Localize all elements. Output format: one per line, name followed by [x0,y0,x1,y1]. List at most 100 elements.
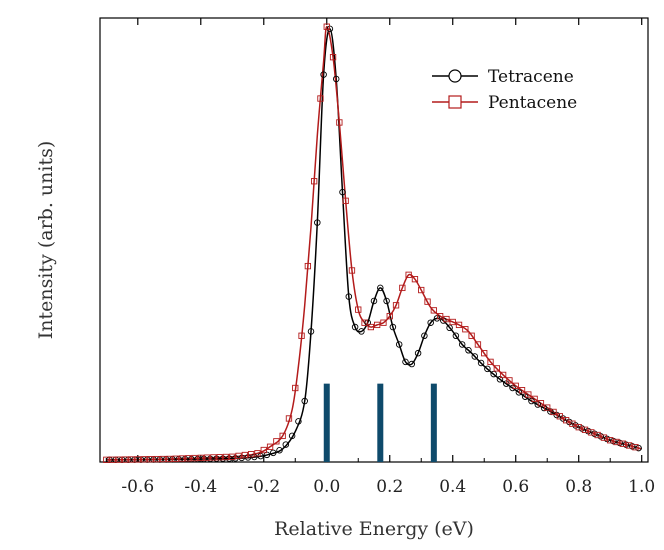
x-tick-label: -0.6 [121,477,154,497]
x-axis-title: Relative Energy (eV) [274,518,474,540]
data-point-pentacene [197,454,204,462]
data-point-tetracene [282,441,290,448]
data-point-pentacene [266,443,274,450]
data-point-pentacene [373,321,381,329]
data-point-pentacene [525,391,532,398]
data-point-tetracene [295,418,302,425]
data-point-tetracene [383,297,390,305]
data-point-pentacene [367,323,375,331]
data-point-tetracene [276,446,283,454]
data-point-pentacene [474,341,482,348]
x-axis-tick-labels: -0.6 -0.4 -0.2 0.0 0.2 0.4 0.6 0.8 1.0 [121,477,655,497]
data-point-tetracene [471,353,479,360]
legend-marker-pentacene [448,95,462,109]
data-point-tetracene [288,432,296,440]
data-point-pentacene [260,446,267,454]
x-tick-label: 0.6 [502,477,529,497]
data-point-pentacene [229,453,236,460]
data-point-pentacene [323,23,330,30]
data-point-pentacene [279,432,286,440]
data-point-tetracene [314,219,321,226]
data-point-pentacene [348,267,356,274]
legend-label-tetracene: Tetracene [488,67,574,87]
data-point-pentacene [109,456,116,463]
data-point-pentacene [462,326,469,333]
data-point-pentacene [159,455,167,463]
data-point-pentacene [140,456,148,463]
data-point-pentacene [298,332,305,339]
data-point-pentacene [254,450,261,457]
data-point-tetracene [389,323,397,331]
data-point-pentacene [581,426,589,433]
data-point-pentacene [191,454,198,462]
data-point-pentacene [386,313,393,320]
data-point-pentacene [329,54,337,61]
data-point-pentacene [172,455,179,462]
data-point-pentacene [292,384,299,392]
data-point-pentacene [619,440,626,447]
data-point-pentacene [311,178,318,185]
data-point-pentacene [153,455,160,463]
data-point-pentacene [569,420,576,427]
legend-label-pentacene: Pentacene [488,93,577,113]
data-point-pentacene [103,456,110,463]
data-point-pentacene [122,456,129,463]
data-point-pentacene [550,408,557,416]
x-tick-label: 0.0 [313,477,340,497]
data-point-pentacene [115,456,123,463]
data-point-tetracene [477,359,485,367]
data-point-pentacene [556,413,563,420]
data-point-pentacene [632,444,639,451]
data-point-tetracene [345,293,353,300]
data-point-pentacene [436,313,444,320]
data-point-pentacene [399,284,406,292]
legend: Tetracene Pentacene [432,67,577,113]
data-point-pentacene [178,455,186,462]
plot-frame [99,17,649,463]
data-point-pentacene [499,371,507,379]
data-point-pentacene [481,350,488,357]
data-point-tetracene [484,365,491,373]
legend-item-tetracene: Tetracene [432,67,574,87]
data-point-tetracene [307,328,315,335]
series-line-pentacene [106,25,642,461]
data-point-pentacene [342,197,349,204]
data-point-pentacene [203,454,211,461]
data-point-pentacene [355,306,362,313]
data-point-tetracene [377,284,384,292]
x-tick-label: 0.4 [439,477,466,497]
data-point-pentacene [361,319,368,326]
transition-marker-bar [323,383,330,462]
data-point-pentacene [216,454,223,461]
data-point-pentacene [380,319,387,326]
plot-area: -0.6 -0.4 -0.2 0.0 0.2 0.4 0.6 0.8 1.0 [99,17,655,497]
data-point-pentacene [468,332,475,339]
data-point-pentacene [317,95,324,102]
data-point-pentacene [512,382,519,389]
data-point-tetracene [269,449,277,457]
data-point-pentacene [248,451,255,458]
data-point-pentacene [222,453,230,461]
data-point-pentacene [273,438,280,445]
x-tick-label: 0.8 [565,477,592,497]
data-point-pentacene [575,424,582,431]
data-point-pentacene [562,417,570,424]
data-point-tetracene [465,347,472,354]
data-point-tetracene [370,297,378,305]
data-point-pentacene [235,452,242,460]
data-point-pentacene [607,437,614,444]
data-point-pentacene [185,455,192,462]
data-point-pentacene [304,262,312,270]
data-point-tetracene [320,71,327,78]
data-point-tetracene [301,397,308,405]
data-point-pentacene [487,358,494,366]
data-point-tetracene [351,323,359,331]
data-point-pentacene [210,454,217,461]
data-point-tetracene [395,341,403,348]
data-point-pentacene [588,429,595,436]
legend-item-pentacene: Pentacene [432,93,577,113]
series-points [103,23,642,464]
legend-marker-tetracene [448,69,462,83]
data-point-tetracene [339,188,346,196]
